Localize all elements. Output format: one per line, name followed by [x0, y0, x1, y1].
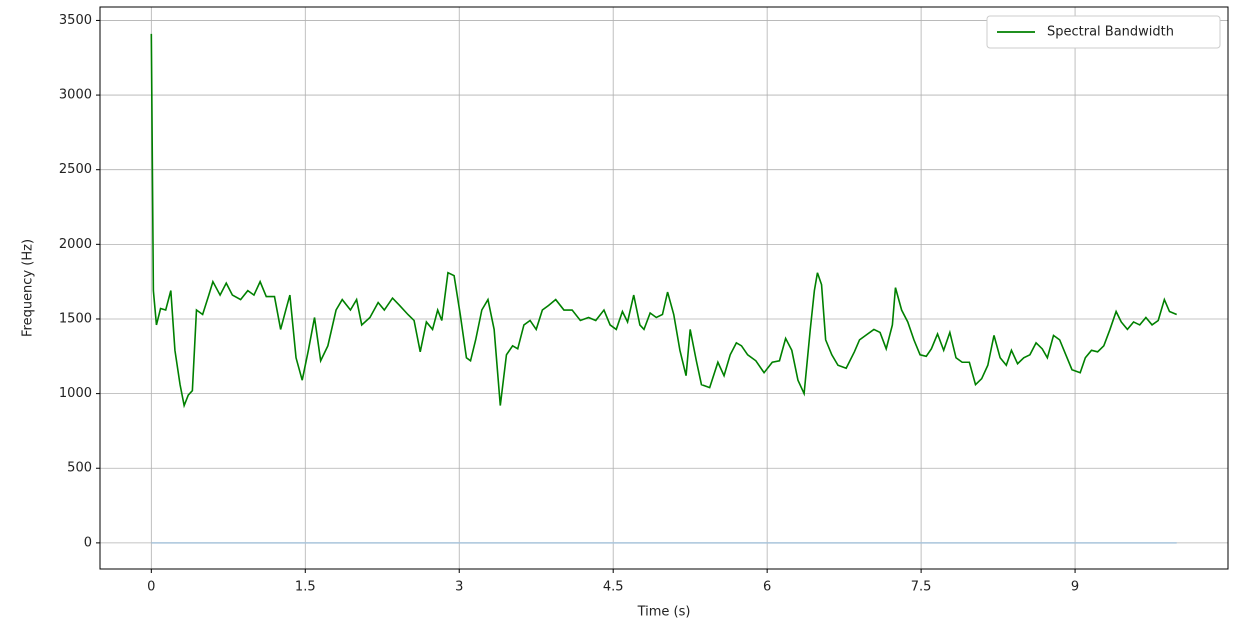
y-axis-label: Frequency (Hz): [21, 239, 36, 337]
y-tick-label: 3500: [59, 13, 92, 28]
x-tick-label: 6: [763, 580, 771, 595]
x-tick-label: 7.5: [911, 580, 932, 595]
y-tick-label: 1500: [59, 311, 92, 326]
x-tick-label: 1.5: [295, 580, 316, 595]
x-tick-label: 3: [455, 580, 463, 595]
y-tick-label: 3000: [59, 88, 92, 103]
y-tick-label: 500: [67, 461, 92, 476]
data-line: [150, 33, 1177, 409]
legend-label: Spectral Bandwidth: [1047, 25, 1174, 40]
y-tick-label: 1000: [59, 386, 92, 401]
y-tick-label: 2500: [59, 162, 92, 177]
x-tick-label: 4.5: [603, 580, 624, 595]
x-tick-label: 9: [1071, 580, 1079, 595]
y-tick-label: 0: [84, 535, 92, 550]
plot-frame: [99, 6, 1229, 570]
legend-box: [986, 15, 1221, 49]
y-tick-label: 2000: [59, 237, 92, 252]
x-tick-label: 0: [147, 580, 155, 595]
x-axis-label: Time (s): [637, 605, 691, 620]
